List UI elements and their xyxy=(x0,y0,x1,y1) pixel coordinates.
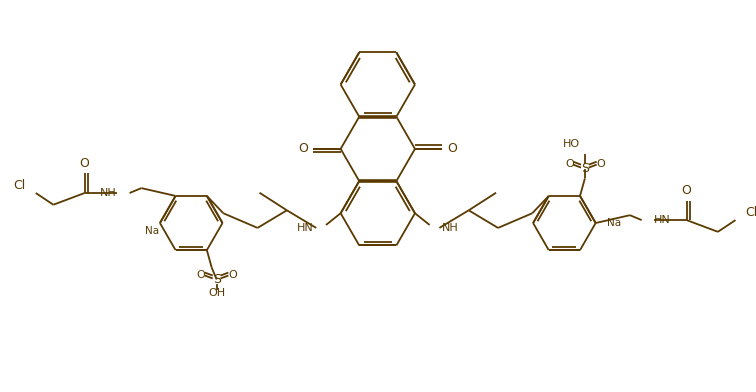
Text: HN: HN xyxy=(655,215,671,225)
Text: HO: HO xyxy=(563,139,580,149)
Text: S: S xyxy=(581,162,589,175)
Text: O: O xyxy=(299,142,308,155)
Text: Cl: Cl xyxy=(14,179,26,192)
Text: O: O xyxy=(228,270,237,279)
Text: O: O xyxy=(682,184,692,197)
Text: O: O xyxy=(447,142,457,155)
Text: NH: NH xyxy=(442,223,459,233)
Text: O: O xyxy=(565,159,574,169)
Text: O: O xyxy=(197,270,206,279)
Text: O: O xyxy=(79,157,90,170)
Text: OH: OH xyxy=(208,288,225,298)
Text: HN: HN xyxy=(296,223,313,233)
Text: O: O xyxy=(596,159,605,169)
Text: Cl: Cl xyxy=(745,206,756,219)
Text: NH: NH xyxy=(100,188,117,198)
Text: Na: Na xyxy=(145,226,160,236)
Text: Na: Na xyxy=(607,218,621,228)
Text: S: S xyxy=(212,273,221,286)
